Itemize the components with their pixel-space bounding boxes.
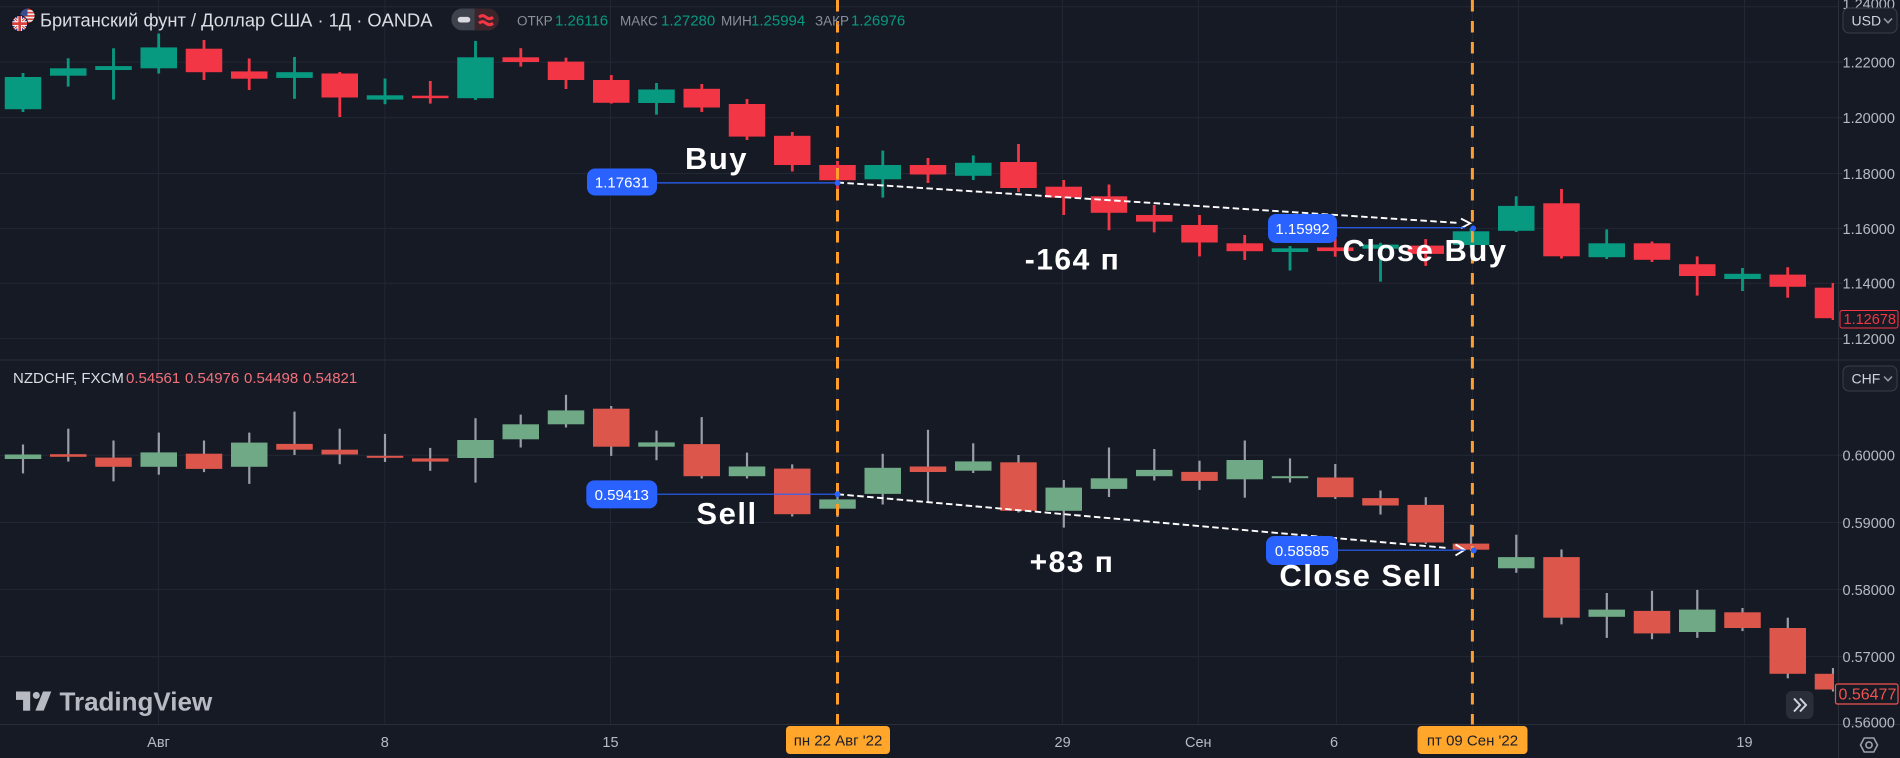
svg-text:1.15992: 1.15992 [1275, 221, 1329, 238]
svg-text:1.14000: 1.14000 [1843, 277, 1895, 293]
svg-text:0.60000: 0.60000 [1843, 449, 1895, 465]
svg-text:МАКС: МАКС [620, 14, 658, 29]
svg-text:ЗАКР: ЗАКР [815, 14, 849, 29]
svg-text:1.18000: 1.18000 [1843, 167, 1895, 183]
svg-text:Сен: Сен [1185, 735, 1212, 751]
svg-text:15: 15 [602, 735, 618, 751]
svg-text:0.59413: 0.59413 [595, 487, 649, 504]
svg-text:1.22000: 1.22000 [1843, 56, 1895, 72]
svg-text:1.26976: 1.26976 [851, 13, 905, 30]
svg-text:Авг: Авг [147, 735, 170, 751]
svg-text:0.54561: 0.54561 [126, 370, 180, 387]
svg-text:0.58585: 0.58585 [1275, 543, 1329, 560]
svg-text:0.59000: 0.59000 [1843, 516, 1895, 532]
svg-text:29: 29 [1055, 735, 1071, 751]
svg-text:1.12678: 1.12678 [1844, 312, 1896, 328]
svg-text:1.17631: 1.17631 [595, 175, 649, 192]
svg-text:0.54821: 0.54821 [303, 370, 357, 387]
svg-text:0.56000: 0.56000 [1843, 715, 1895, 731]
svg-text:6: 6 [1330, 735, 1338, 751]
svg-text:1.27280: 1.27280 [661, 13, 715, 30]
svg-text:0.56477: 0.56477 [1839, 687, 1897, 704]
svg-text:ОТКР: ОТКР [517, 14, 553, 29]
svg-text:МИН: МИН [721, 14, 752, 29]
svg-text:1.20000: 1.20000 [1843, 111, 1895, 127]
svg-text:0.54498: 0.54498 [244, 370, 298, 387]
svg-text:0.57000: 0.57000 [1843, 650, 1895, 666]
svg-text:Sell: Sell [696, 496, 757, 531]
svg-text:Buy: Buy [685, 141, 748, 176]
svg-text:Close Buy: Close Buy [1342, 233, 1507, 268]
svg-text:0.58000: 0.58000 [1843, 583, 1895, 599]
svg-text:8: 8 [381, 735, 389, 751]
svg-text:Close Sell: Close Sell [1279, 558, 1442, 593]
svg-text:0.54976: 0.54976 [185, 370, 239, 387]
svg-text:USD: USD [1852, 13, 1882, 29]
svg-text:1.26116: 1.26116 [555, 13, 608, 30]
svg-text:Британский фунт / Доллар США ·: Британский фунт / Доллар США · 1Д · OAND… [40, 10, 433, 31]
svg-text:-164 п: -164 п [1025, 244, 1121, 277]
svg-text:+83 п: +83 п [1030, 546, 1115, 579]
svg-text:NZDCHF, FXCM: NZDCHF, FXCM [13, 370, 124, 387]
svg-text:пт 09 Сен '22: пт 09 Сен '22 [1427, 733, 1518, 750]
svg-text:1.25994: 1.25994 [751, 13, 805, 30]
svg-text:1.16000: 1.16000 [1843, 222, 1895, 238]
svg-text:пн 22 Авг '22: пн 22 Авг '22 [794, 733, 883, 750]
svg-text:1.12000: 1.12000 [1843, 332, 1895, 348]
svg-text:TradingView: TradingView [60, 687, 213, 717]
svg-text:CHF: CHF [1852, 371, 1881, 387]
svg-text:19: 19 [1736, 735, 1752, 751]
